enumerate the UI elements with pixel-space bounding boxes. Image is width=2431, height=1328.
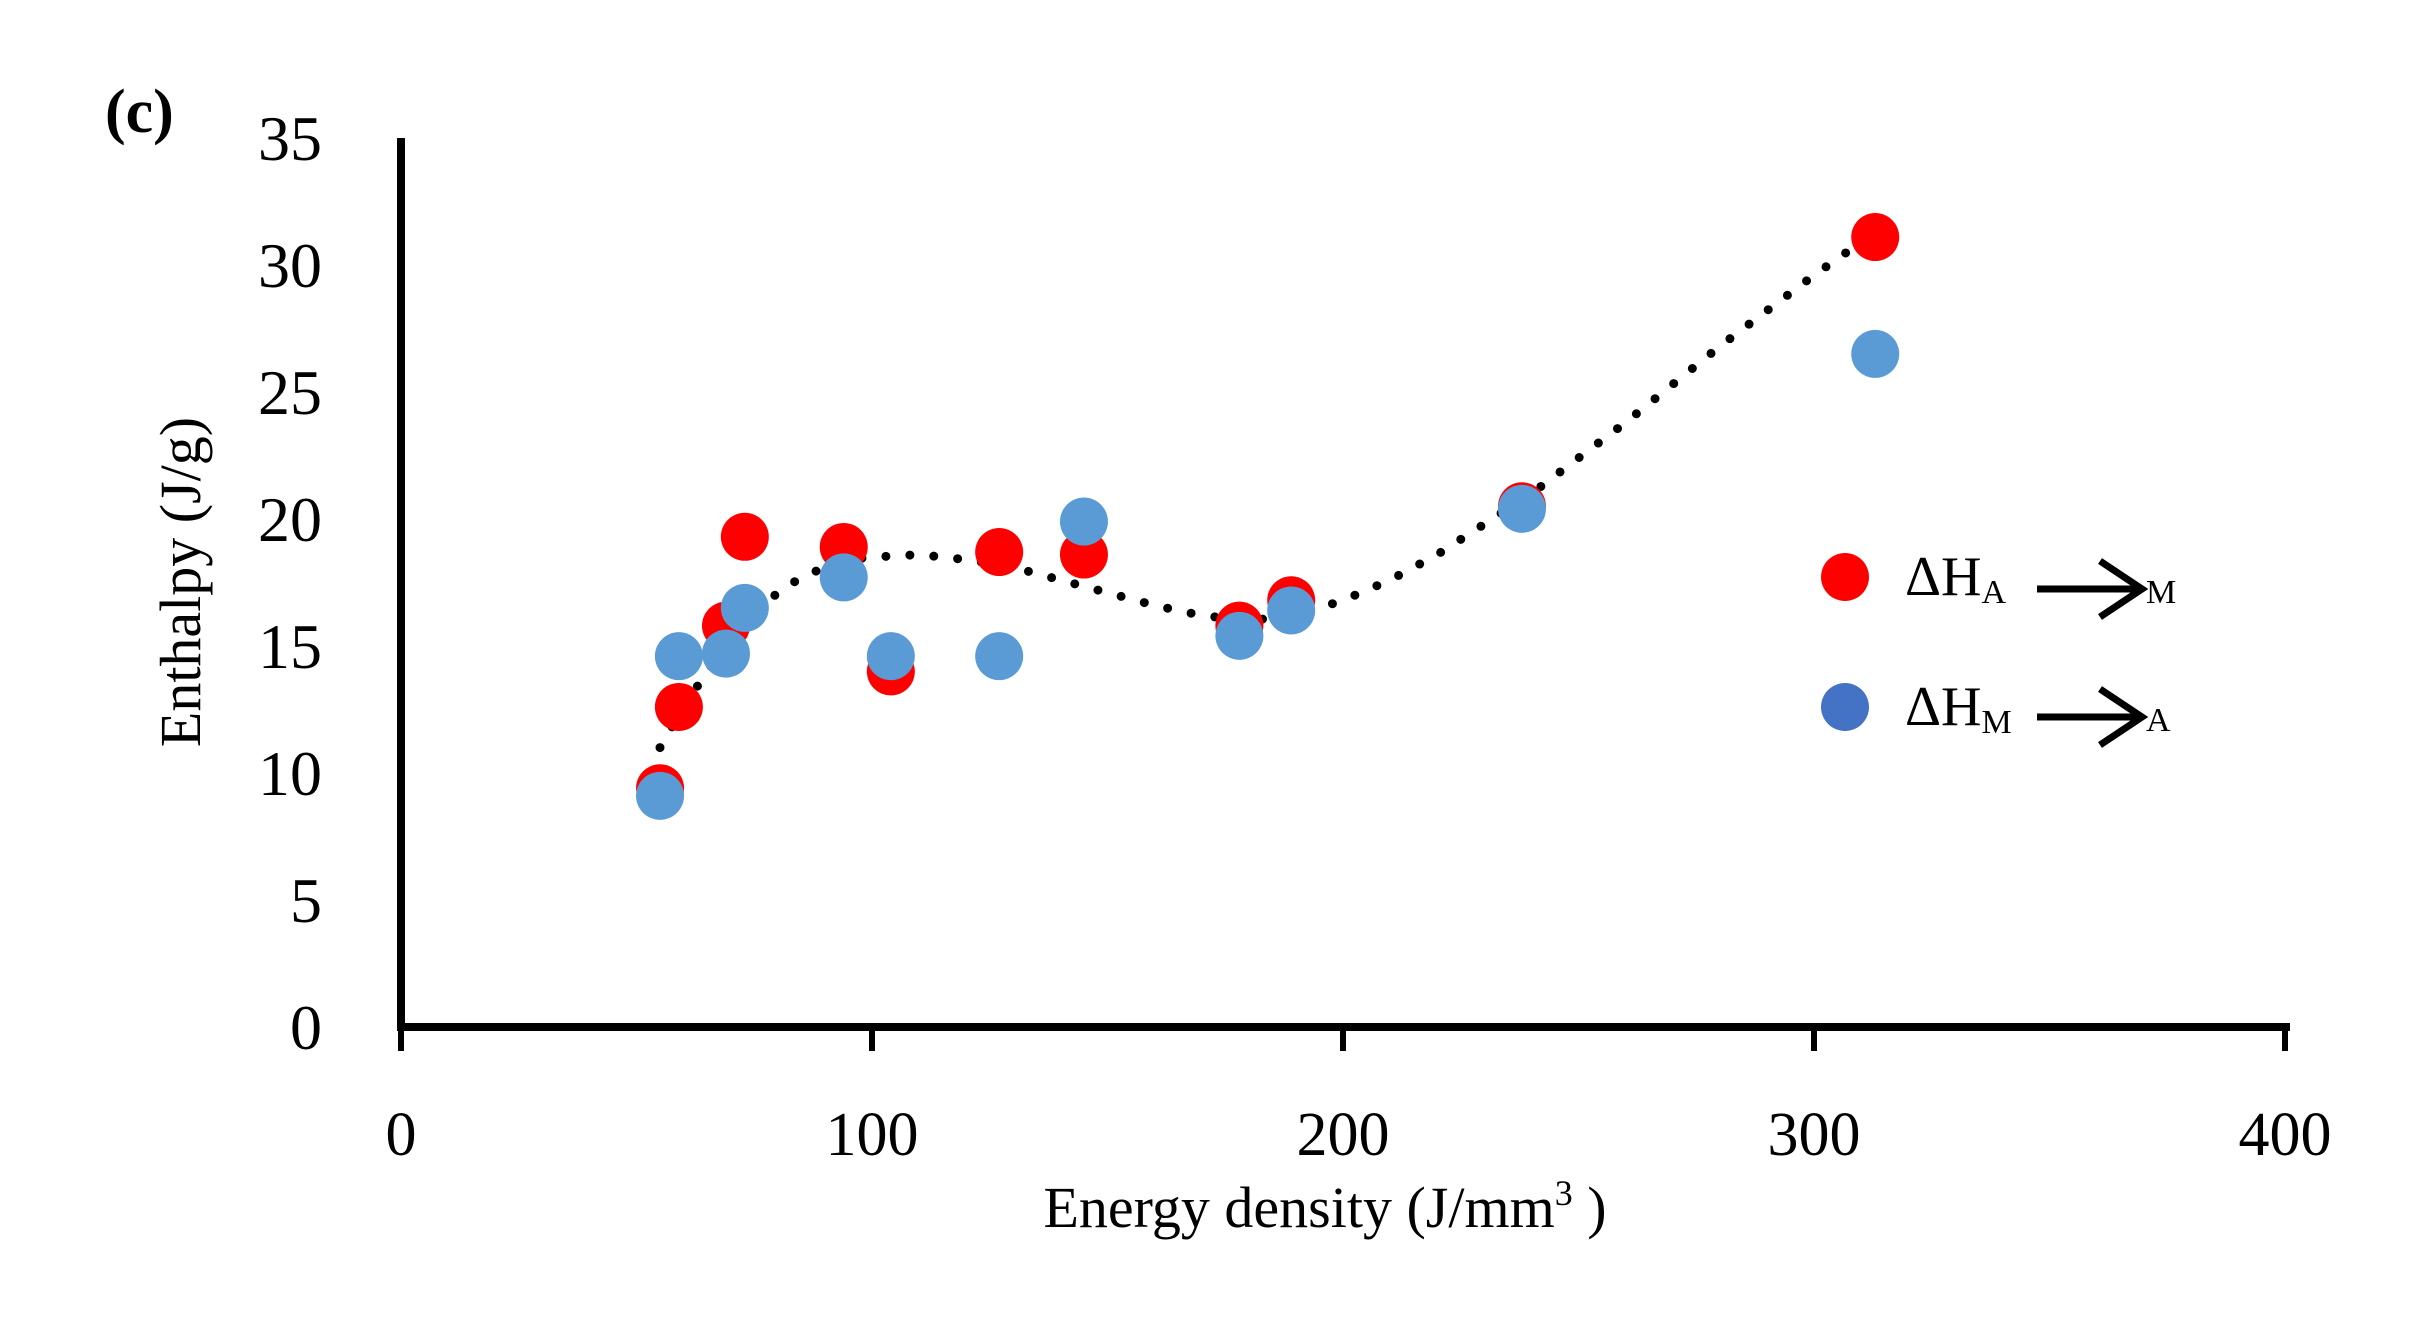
svg-text:ΔHM: ΔHM (1905, 676, 2012, 741)
data-point (701, 629, 750, 678)
y-tick-label: 30 (258, 230, 322, 301)
x-tick-label: 100 (826, 1101, 919, 1169)
legend: ΔHA M ΔHM A (1821, 546, 2176, 748)
series-a-to-m (636, 213, 1900, 813)
y-tick-label: 25 (258, 357, 322, 428)
legend-label-sub: A (1981, 574, 2006, 611)
data-point (819, 553, 868, 602)
y-tick-label: 5 (290, 865, 322, 936)
trendline-path (655, 237, 1866, 753)
x-tick-label: 200 (1297, 1101, 1390, 1169)
legend-label-main: ΔH (1905, 676, 1981, 738)
arrow-icon (2037, 558, 2149, 620)
panel-label: (c) (105, 78, 174, 146)
y-tick-label: 20 (258, 484, 322, 555)
data-point (654, 632, 703, 681)
x-tick-label: 300 (1768, 1101, 1861, 1169)
data-point (1267, 586, 1316, 635)
legend-label-sub: A (2146, 702, 2171, 739)
data-point (975, 528, 1024, 577)
data-point (1059, 497, 1108, 546)
legend-label-sub: M (2146, 574, 2176, 611)
legend-item-a-to-m: ΔHA M (1821, 546, 2176, 620)
x-axis-ticks: 0 100 200 300 400 (386, 1027, 2332, 1169)
y-tick-label: 35 (258, 103, 322, 174)
data-points (636, 213, 1900, 820)
data-point (720, 512, 769, 561)
legend-item-m-to-a: ΔHM A (1821, 676, 2171, 748)
data-point (866, 632, 915, 681)
y-tick-label: 15 (258, 611, 322, 682)
data-point (1851, 213, 1900, 262)
series-m-to-a (636, 329, 1900, 820)
x-tick-label: 400 (2239, 1101, 2332, 1169)
legend-marker-blue (1821, 683, 1869, 731)
data-point (720, 583, 769, 632)
legend-label-sub: M (1981, 704, 2011, 741)
data-point (636, 771, 685, 820)
data-point (1497, 484, 1546, 533)
trendline (655, 237, 1866, 753)
data-point (1851, 329, 1900, 378)
svg-text:ΔHA: ΔHA (1905, 546, 2006, 611)
y-tick-label: 10 (258, 738, 322, 809)
legend-marker-red (1821, 553, 1869, 601)
data-point (1059, 530, 1108, 579)
y-tick-label: 0 (290, 992, 322, 1063)
data-point (654, 682, 703, 731)
data-point (1215, 611, 1264, 660)
y-axis-label: Enthalpy (J/g) (148, 417, 213, 747)
data-point (975, 632, 1024, 681)
x-axis-label: Energy density (J/mm3 ) (1043, 1173, 1606, 1240)
arrow-icon (2037, 686, 2149, 748)
x-tick-label: 0 (386, 1101, 417, 1169)
y-axis-ticks: 0 5 10 15 20 25 30 35 (258, 103, 322, 1063)
legend-label-main: ΔH (1905, 546, 1981, 608)
